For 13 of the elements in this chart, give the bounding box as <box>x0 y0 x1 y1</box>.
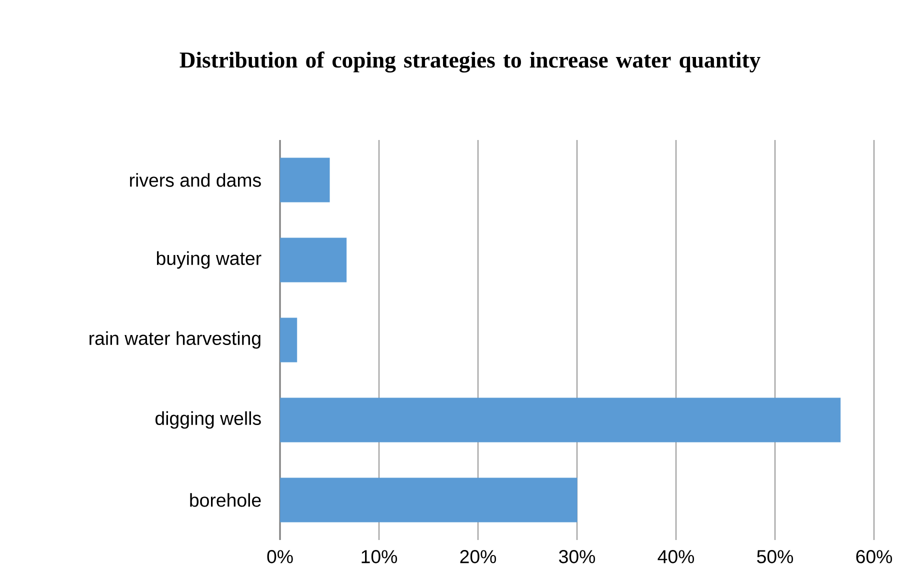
x-tick-label: 50% <box>757 550 794 564</box>
x-tick-label: 40% <box>658 550 694 564</box>
y-tick-label: borehole <box>190 493 261 507</box>
x-tick-label: 10% <box>362 550 398 564</box>
y-tick-label: rivers and dams <box>130 173 261 187</box>
x-tick-label: 30% <box>559 550 596 564</box>
x-tick-label: 20% <box>460 550 496 564</box>
x-tick-label: 0% <box>267 550 293 564</box>
chart-title: Distribution of coping strategies to increase water quantity <box>180 52 760 72</box>
x-tick-label: 60% <box>856 550 892 564</box>
y-tick-label: buying water <box>156 251 262 269</box>
y-tick-label: rain water harvesting <box>90 331 260 349</box>
y-tick-label: digging wells <box>156 411 261 429</box>
